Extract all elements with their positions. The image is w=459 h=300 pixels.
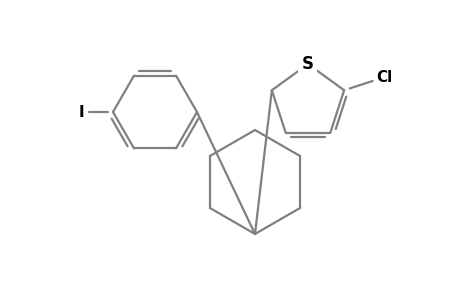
Text: Cl: Cl — [375, 70, 392, 85]
Text: I: I — [78, 104, 84, 119]
Text: S: S — [302, 55, 313, 73]
